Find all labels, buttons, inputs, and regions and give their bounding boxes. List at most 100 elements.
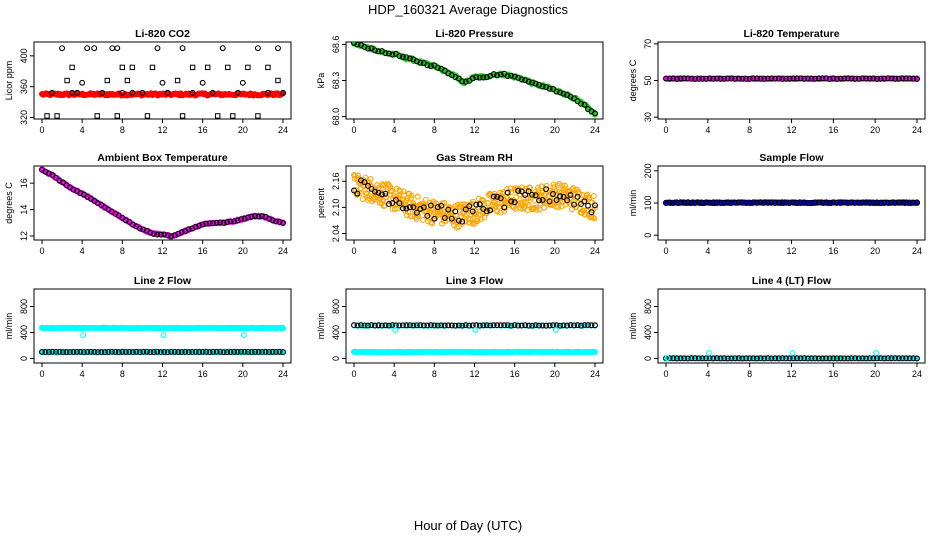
data-point xyxy=(511,73,518,80)
y-tick-label: 800 xyxy=(19,299,29,314)
data-point xyxy=(713,355,720,362)
x-tick-label: 16 xyxy=(198,369,208,379)
data-point xyxy=(99,89,106,96)
data-point xyxy=(171,232,178,239)
data-point xyxy=(245,214,252,221)
data-point xyxy=(750,355,757,362)
data-point xyxy=(590,214,597,221)
data-point xyxy=(564,92,571,98)
data-point xyxy=(710,200,717,207)
data-point xyxy=(870,199,877,206)
data-point xyxy=(426,199,433,206)
data-point xyxy=(724,75,731,82)
data-point xyxy=(899,199,906,206)
data-point xyxy=(179,113,186,119)
data-point xyxy=(164,232,171,239)
data-point xyxy=(354,42,361,48)
data-point xyxy=(213,219,220,226)
data-point xyxy=(532,192,539,199)
data-point xyxy=(150,231,157,237)
data-point xyxy=(779,76,786,82)
data-point xyxy=(189,225,196,232)
data-point xyxy=(753,75,760,82)
x-tick-label: 16 xyxy=(828,246,838,256)
data-point xyxy=(189,64,196,71)
series-layer xyxy=(39,324,286,356)
x-tick-label: 24 xyxy=(590,125,600,135)
data-point xyxy=(462,206,469,213)
data-point xyxy=(487,322,494,329)
data-point xyxy=(518,188,525,195)
data-point xyxy=(560,322,567,329)
x-tick-label: 20 xyxy=(870,125,880,135)
data-point xyxy=(892,199,899,206)
chart-panel: Line 2 Flow ml/min 0 4 8 12 16 20 24 0 400 800 xyxy=(4,275,292,379)
data-point xyxy=(275,77,281,84)
x-tick-label: 8 xyxy=(120,246,125,256)
data-point xyxy=(590,193,597,199)
data-point xyxy=(546,85,553,92)
data-point xyxy=(574,193,581,200)
x-tick-label: 20 xyxy=(870,369,880,379)
data-point xyxy=(227,349,234,355)
y-axis-label: degrees C xyxy=(4,182,14,224)
data-point xyxy=(417,322,424,329)
data-point xyxy=(445,322,452,329)
data-point xyxy=(215,113,221,119)
data-point xyxy=(830,75,837,82)
data-point xyxy=(673,355,680,362)
data-point xyxy=(264,89,271,96)
series-layer xyxy=(39,166,286,240)
data-point xyxy=(863,355,870,362)
data-point xyxy=(892,75,899,82)
data-point xyxy=(794,355,800,362)
data-point xyxy=(753,355,760,362)
y-tick-label: 360 xyxy=(19,79,29,94)
data-point xyxy=(497,71,504,78)
data-point xyxy=(504,189,511,196)
data-point xyxy=(452,322,459,329)
x-tick-label: 24 xyxy=(278,369,288,379)
data-point xyxy=(713,75,720,82)
data-point xyxy=(888,75,895,82)
data-point xyxy=(841,75,848,82)
series-layer xyxy=(663,75,921,83)
data-point xyxy=(852,75,859,82)
data-point xyxy=(60,349,66,355)
data-point xyxy=(877,200,884,207)
data-point xyxy=(914,199,920,206)
data-point xyxy=(178,229,185,236)
y-axis-label: kPa xyxy=(316,73,326,89)
data-point xyxy=(866,75,873,82)
data-point xyxy=(578,100,584,107)
data-point xyxy=(179,45,186,52)
y-tick-label: 14 xyxy=(19,205,29,215)
y-tick-label: 400 xyxy=(19,325,29,340)
data-point xyxy=(808,200,815,206)
data-point xyxy=(459,218,466,225)
data-point xyxy=(783,355,789,362)
data-point xyxy=(359,196,366,203)
data-point xyxy=(743,200,749,207)
data-point xyxy=(764,75,771,82)
data-point xyxy=(64,77,70,84)
data-point xyxy=(80,349,87,356)
data-point xyxy=(403,54,410,61)
data-point xyxy=(378,322,385,329)
data-point xyxy=(581,207,588,214)
data-point xyxy=(721,355,728,362)
data-point xyxy=(739,355,746,362)
data-point xyxy=(375,322,382,329)
data-point xyxy=(252,213,259,220)
data-point xyxy=(351,322,357,329)
data-point xyxy=(673,76,680,82)
data-point xyxy=(280,89,286,96)
x-tick-label: 4 xyxy=(392,246,397,256)
data-point xyxy=(217,219,224,226)
data-point xyxy=(189,349,196,355)
chart-title: Gas Stream RH xyxy=(436,152,512,164)
data-point xyxy=(884,75,891,82)
data-point xyxy=(441,215,448,221)
data-point xyxy=(724,199,731,206)
data-point xyxy=(255,213,262,220)
